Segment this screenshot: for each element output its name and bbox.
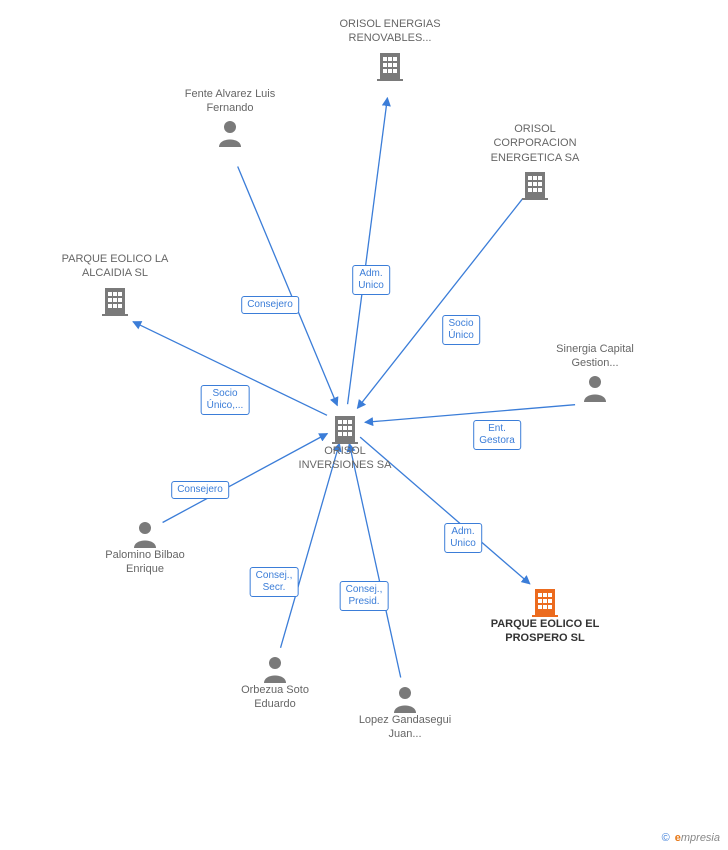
person-icon [582,374,608,402]
node-label: Orbezua Soto Eduardo [220,683,330,712]
node-orbezua[interactable]: Orbezua Soto Eduardo [215,652,335,712]
node-label: PARQUE EOLICO LA ALCAIDIA SL [60,252,170,281]
edge-label: Adm. Unico [352,265,390,295]
node-parque_prospero[interactable]: PARQUE EOLICO EL PROSPERO SL [485,582,605,646]
node-label: Fente Alvarez Luis Fernando [175,87,285,116]
edge-line [349,444,400,678]
edge-label: Ent. Gestora [473,420,521,450]
edge-label: Adm. Unico [444,523,482,553]
edge-label: Socio Único,... [201,385,250,415]
node-parque_alcaidia[interactable]: PARQUE EOLICO LA ALCAIDIA SL [55,252,175,316]
edge-label: Consejero [241,296,299,314]
node-fente[interactable]: Fente Alvarez Luis Fernando [170,87,290,147]
node-label: ORISOL INVERSIONES SA [290,444,400,473]
node-orisol_energias[interactable]: ORISOL ENERGIAS RENOVABLES... [330,17,450,81]
node-label: Palomino Bilbao Enrique [90,548,200,577]
node-orisol_inversiones[interactable]: ORISOL INVERSIONES SA [285,409,405,473]
person-icon [217,119,243,147]
edge-line [281,443,340,648]
node-label: Sinergia Capital Gestion... [540,342,650,371]
node-label: ORISOL CORPORACION ENERGETICA SA [480,122,590,165]
building-icon [330,412,360,444]
copyright-symbol: © [662,832,670,844]
building-icon [100,284,130,316]
node-label: PARQUE EOLICO EL PROSPERO SL [490,617,600,646]
edge-line [238,166,338,405]
person-icon [132,520,158,548]
edge-line [357,199,522,409]
node-sinergia[interactable]: Sinergia Capital Gestion... [535,342,655,402]
node-label: Lopez Gandasegui Juan... [350,713,460,742]
edge-label: Consej., Presid. [340,581,389,611]
building-icon [520,168,550,200]
node-palomino[interactable]: Palomino Bilbao Enrique [85,517,205,577]
person-icon [262,655,288,683]
brand-rest: mpresia [681,832,720,844]
building-icon [375,49,405,81]
node-label: ORISOL ENERGIAS RENOVABLES... [335,17,445,46]
edge-label: Socio Único [442,315,480,345]
footer-copyright: © empresia [662,832,720,844]
edge-label: Consej., Secr. [250,567,299,597]
person-icon [392,685,418,713]
node-orisol_corporacion[interactable]: ORISOL CORPORACION ENERGETICA SA [475,122,595,200]
edge-line [348,98,388,404]
edge-label: Consejero [171,481,229,499]
building-icon [530,585,560,617]
node-lopez[interactable]: Lopez Gandasegui Juan... [345,682,465,742]
